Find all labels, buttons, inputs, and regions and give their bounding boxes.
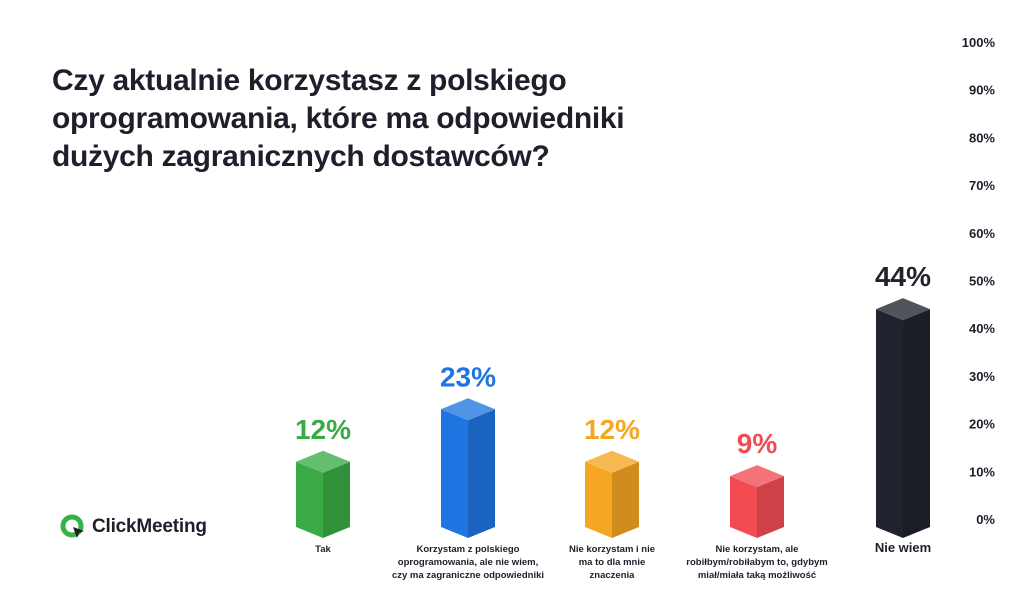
x-category-label: Tak bbox=[315, 544, 331, 555]
bar-top-face bbox=[441, 398, 495, 421]
y-tick-label: 0% bbox=[976, 512, 995, 527]
brand-name: ClickMeeting bbox=[92, 516, 207, 537]
bar-right-face bbox=[757, 476, 784, 538]
x-category-label: robiłbym/robiłabym to, gdybym bbox=[686, 557, 827, 568]
bar-right-face bbox=[468, 409, 495, 538]
x-category-label: znaczenia bbox=[590, 570, 636, 581]
bar-value-label: 44% bbox=[875, 261, 931, 292]
bar-right-face bbox=[323, 461, 350, 538]
bar-left-face bbox=[730, 476, 757, 538]
x-category-label: Korzystam z polskiego bbox=[417, 544, 520, 555]
bar-value-label: 12% bbox=[584, 414, 640, 445]
y-tick-label: 40% bbox=[969, 321, 995, 336]
x-category-label: miał/miała taką możliwość bbox=[698, 570, 816, 581]
bar-top-face bbox=[296, 450, 350, 473]
bar-value-label: 9% bbox=[737, 428, 778, 459]
bar-value-label: 23% bbox=[440, 361, 496, 392]
bar-top-face bbox=[876, 298, 930, 321]
bar-right-face bbox=[612, 461, 639, 538]
y-tick-label: 70% bbox=[969, 178, 995, 193]
x-category-label: Nie korzystam i nie bbox=[569, 544, 655, 555]
y-tick-label: 90% bbox=[969, 83, 995, 98]
x-category-label: Nie korzystam, ale bbox=[716, 544, 799, 555]
y-tick-label: 10% bbox=[969, 464, 995, 479]
bar-right-face bbox=[903, 309, 930, 538]
x-category-label: ma to dla mnie bbox=[579, 557, 646, 568]
y-tick-label: 50% bbox=[969, 274, 995, 289]
bar-left-face bbox=[876, 309, 903, 538]
bar-top-face bbox=[730, 465, 784, 488]
x-category-label: Nie wiem bbox=[875, 540, 931, 555]
y-tick-label: 20% bbox=[969, 417, 995, 432]
x-category-label: czy ma zagraniczne odpowiedniki bbox=[392, 570, 544, 581]
bar-value-label: 12% bbox=[295, 414, 351, 445]
bar-top-face bbox=[585, 450, 639, 473]
y-tick-label: 100% bbox=[962, 35, 996, 50]
y-tick-label: 60% bbox=[969, 226, 995, 241]
x-category-label: oprogramowania, ale nie wiem, bbox=[398, 557, 538, 568]
chart-title: Czy aktualnie korzystasz z polskiego opr… bbox=[52, 64, 625, 173]
bar-left-face bbox=[585, 461, 612, 538]
bar-left-face bbox=[441, 409, 468, 538]
bar-left-face bbox=[296, 461, 323, 538]
clickmeeting-logo-icon bbox=[60, 514, 84, 538]
y-tick-label: 80% bbox=[969, 130, 995, 145]
y-tick-label: 30% bbox=[969, 369, 995, 384]
brand-logo: ClickMeeting bbox=[60, 513, 207, 541]
